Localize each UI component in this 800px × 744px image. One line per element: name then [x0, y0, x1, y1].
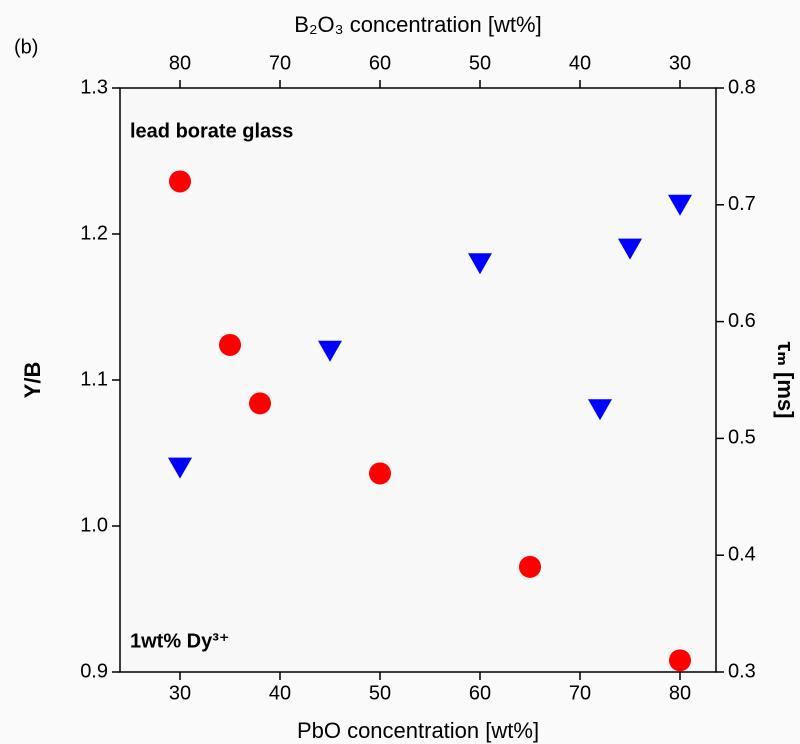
x2-tick-label: 40 — [569, 52, 591, 74]
y-tick-label: 1.1 — [80, 368, 108, 390]
point — [668, 194, 692, 216]
annotation: 1wt% Dy³⁺ — [130, 630, 229, 652]
x-tick-label: 50 — [369, 682, 391, 704]
x2-tick-label: 60 — [369, 52, 391, 74]
point — [519, 555, 541, 578]
x2-tick-label: 70 — [269, 52, 291, 74]
point — [168, 457, 192, 479]
y-tick-label: 0.9 — [80, 660, 108, 682]
y2-tick-label: 0.6 — [728, 310, 756, 332]
x-tick-label: 60 — [469, 682, 491, 704]
point — [219, 333, 241, 356]
x2-tick-label: 50 — [469, 52, 491, 74]
y2-tick-label: 0.3 — [728, 660, 756, 682]
y2-tick-label: 0.8 — [728, 76, 756, 98]
x2-tick-label: 30 — [669, 52, 691, 74]
y-tick-label: 1.0 — [80, 514, 108, 536]
panel-label: (b) — [14, 36, 38, 58]
point — [169, 170, 191, 193]
point — [669, 649, 691, 672]
annotation: lead borate glass — [130, 120, 293, 142]
y2-tick-label: 0.4 — [728, 543, 756, 565]
x-tick-label: 70 — [569, 682, 591, 704]
y-tick-label: 1.2 — [80, 222, 108, 244]
point — [249, 392, 271, 415]
y-tick-label: 1.3 — [80, 76, 108, 98]
point — [468, 253, 492, 275]
x-tick-label: 30 — [169, 682, 191, 704]
y2-tick-label: 0.5 — [728, 427, 756, 449]
point — [369, 462, 391, 485]
x-tick-label: 80 — [669, 682, 691, 704]
point — [618, 238, 642, 260]
plot-area — [120, 88, 716, 672]
y2-tick-label: 0.7 — [728, 193, 756, 215]
x-tick-label: 40 — [269, 682, 291, 704]
y2-axis-title: τₘ [ms] — [773, 342, 798, 419]
point — [318, 340, 342, 362]
x2-tick-label: 80 — [169, 52, 191, 74]
x2-axis-title: B₂O₃ concentration [wt%] — [294, 12, 541, 37]
x-axis-title: PbO concentration [wt%] — [297, 718, 539, 743]
point — [588, 399, 612, 421]
y-axis-title: Y/B — [20, 362, 45, 399]
